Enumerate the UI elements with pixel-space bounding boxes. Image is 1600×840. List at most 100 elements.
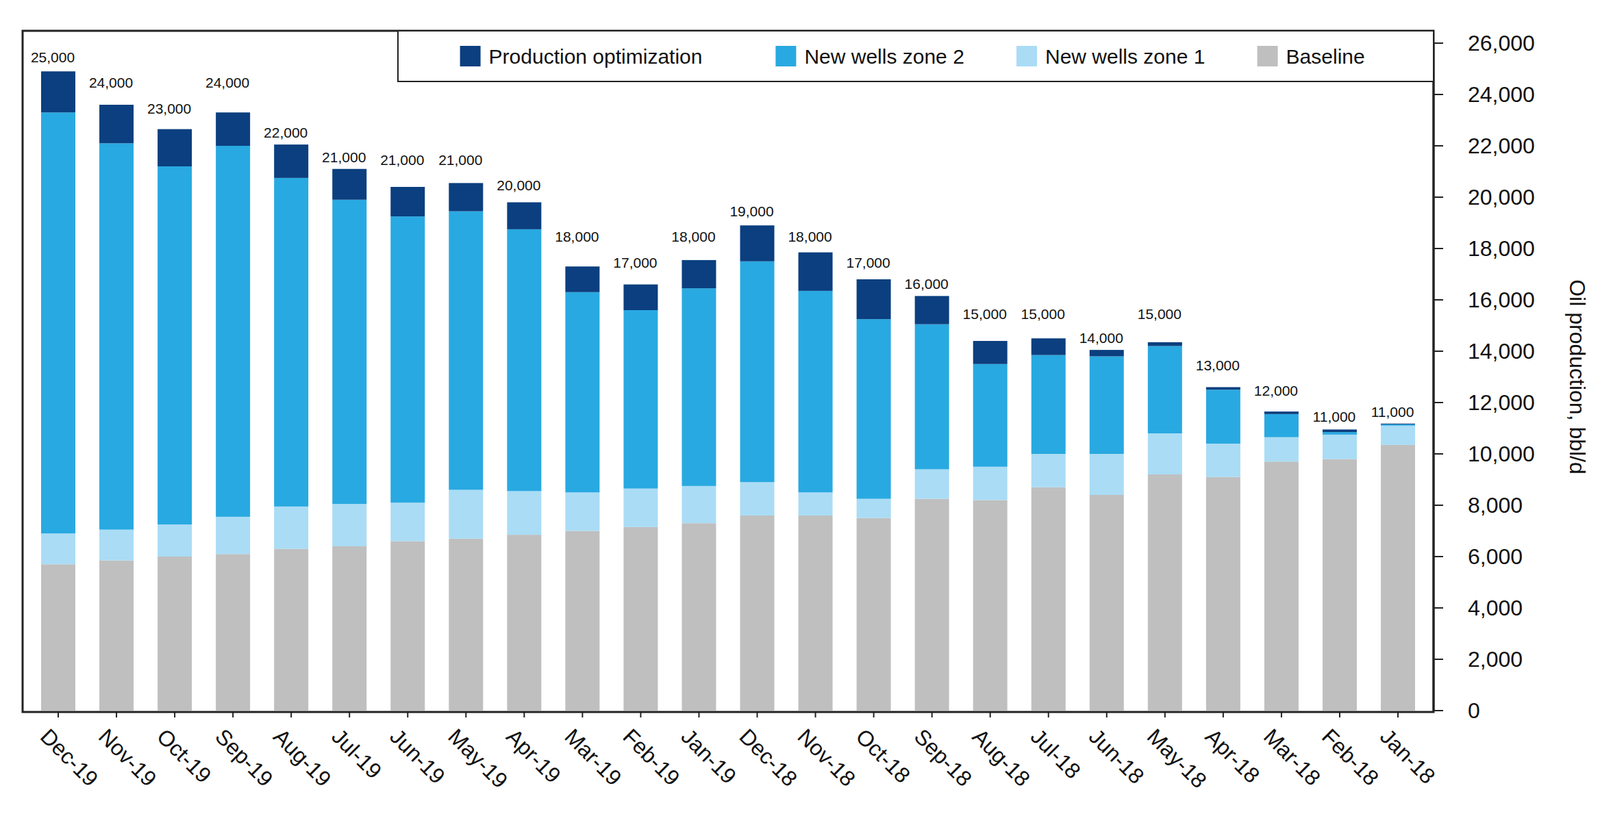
legend: Production optimizationNew wells zone 2N… — [397, 30, 1434, 82]
y-axis-label: Oil production, bbl/d — [1565, 279, 1590, 475]
x-tick-label: Dec-19 — [35, 723, 103, 792]
bar-segment — [506, 534, 542, 711]
bar-segment — [681, 260, 716, 289]
y-tick-label: 22,000 — [1467, 133, 1535, 159]
bar-segment — [915, 469, 950, 500]
y-tick-label: 4,000 — [1467, 595, 1523, 621]
bar-segment — [681, 486, 716, 524]
bar-segment — [565, 292, 600, 494]
total-label: 18,000 — [554, 228, 599, 245]
total-label: 17,000 — [845, 254, 890, 271]
x-tick-label: Jun-19 — [384, 723, 450, 790]
bar-segment — [1380, 424, 1416, 427]
total-label: 20,000 — [496, 177, 541, 194]
y-tick — [1433, 247, 1444, 250]
total-label: 11,000 — [1313, 408, 1357, 425]
bar-segment — [740, 515, 775, 711]
bar-segment — [99, 143, 134, 530]
bar-segment — [41, 533, 76, 565]
y-tick — [1433, 350, 1444, 353]
total-label: 18,000 — [671, 228, 716, 245]
bar-segment — [99, 560, 134, 711]
y-tick-label: 2,000 — [1467, 647, 1523, 672]
x-tick-label: Sep-19 — [210, 723, 278, 792]
y-tick-label: 18,000 — [1467, 236, 1535, 261]
x-tick-label: Nov-19 — [93, 723, 161, 792]
y-tick — [1433, 196, 1444, 198]
bar-segment — [856, 319, 892, 500]
x-tick-label: Sep-18 — [909, 723, 977, 792]
bar-segment — [565, 266, 600, 293]
bar-segment — [565, 492, 600, 531]
bar-segment — [506, 202, 542, 230]
x-tick — [290, 712, 292, 718]
bar-segment — [856, 518, 892, 711]
bar-segment — [332, 504, 367, 547]
total-label: 12,000 — [1254, 382, 1298, 399]
bar-segment — [623, 284, 658, 311]
bar-segment — [973, 341, 1008, 365]
bar-segment — [1264, 437, 1299, 463]
bar-segment — [623, 310, 658, 490]
bar-segment — [390, 541, 425, 712]
plot-frame — [22, 30, 1434, 713]
legend-swatch — [1016, 45, 1037, 67]
bar-segment — [1089, 454, 1124, 496]
bar-segment — [1264, 461, 1299, 711]
bar-segment — [332, 200, 367, 505]
bar-segment — [273, 549, 309, 711]
x-tick — [465, 712, 467, 718]
x-tick — [639, 712, 642, 718]
bar-segment — [798, 492, 833, 516]
x-tick-label: Jul-18 — [1026, 723, 1086, 784]
bar-segment — [506, 491, 542, 535]
y-tick — [1433, 93, 1444, 96]
y-tick-label: 20,000 — [1467, 184, 1535, 210]
bar-segment — [332, 169, 367, 200]
legend-label: Production optimization — [489, 45, 703, 68]
bar-segment — [215, 517, 250, 555]
total-label: 15,000 — [1137, 306, 1182, 322]
total-label: 14,000 — [1079, 330, 1124, 346]
bar-segment — [565, 531, 600, 712]
chart: 25,00024,00023,00024,00022,00021,00021,0… — [0, 0, 1600, 840]
y-tick-label: 0 — [1467, 698, 1481, 724]
total-label: 24,000 — [89, 74, 133, 91]
total-label: 16,000 — [904, 276, 949, 292]
bar-segment — [1089, 495, 1124, 711]
x-tick-label: Mar-18 — [1258, 723, 1326, 791]
bar-segment — [623, 489, 658, 528]
bar-segment — [973, 467, 1008, 501]
total-label: 21,000 — [380, 152, 424, 168]
bar-segment — [740, 482, 775, 516]
x-tick — [697, 712, 700, 718]
bar-segment — [1031, 338, 1066, 355]
bar-segment — [157, 166, 192, 525]
bar-segment — [1264, 411, 1299, 415]
y-tick — [1433, 556, 1444, 558]
total-label: 21,000 — [438, 152, 483, 168]
legend-swatch — [775, 45, 796, 67]
x-tick — [756, 712, 759, 718]
bar-segment — [448, 211, 483, 491]
x-tick-label: Aug-19 — [268, 723, 336, 792]
bar-segment — [798, 291, 833, 493]
bar-segment — [915, 499, 950, 711]
x-tick — [406, 712, 409, 718]
x-tick — [57, 712, 59, 718]
y-tick-label: 6,000 — [1467, 544, 1523, 570]
x-tick-label: May-19 — [443, 723, 513, 794]
bar-segment — [1206, 443, 1241, 478]
y-tick — [1433, 299, 1444, 301]
total-label: 15,000 — [963, 306, 1007, 322]
bar-segment — [1147, 474, 1183, 711]
x-tick — [115, 712, 118, 718]
bar-segment — [390, 186, 425, 217]
bar-segment — [1380, 426, 1416, 446]
y-tick — [1433, 504, 1444, 507]
total-label: 25,000 — [30, 49, 75, 66]
total-label: 15,000 — [1021, 306, 1066, 322]
legend-swatch — [460, 45, 481, 67]
y-tick — [1433, 658, 1444, 661]
bar-segment — [740, 225, 775, 262]
